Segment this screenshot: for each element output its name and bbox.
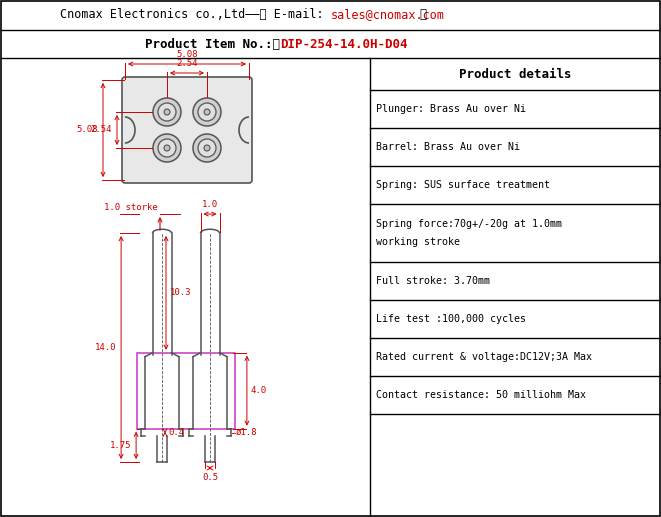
Text: 10.3: 10.3 xyxy=(170,288,192,297)
Text: Product Item No.:: Product Item No.: xyxy=(145,38,280,51)
Text: 0.5: 0.5 xyxy=(202,473,218,482)
Circle shape xyxy=(198,103,216,121)
Text: ø1.8: ø1.8 xyxy=(236,428,257,437)
Text: 2.54: 2.54 xyxy=(91,126,112,134)
Text: DIP-254-14.0H-D04: DIP-254-14.0H-D04 xyxy=(280,38,407,51)
Text: Cnomax Electronics co.,Ltd——（ E-mail:: Cnomax Electronics co.,Ltd——（ E-mail: xyxy=(60,8,331,22)
Text: Barrel: Brass Au over Ni: Barrel: Brass Au over Ni xyxy=(376,142,520,152)
Circle shape xyxy=(153,134,181,162)
Circle shape xyxy=(193,98,221,126)
Text: Rated current & voltage:DC12V;3A Max: Rated current & voltage:DC12V;3A Max xyxy=(376,352,592,362)
Circle shape xyxy=(204,109,210,115)
Text: 2.54: 2.54 xyxy=(176,59,198,68)
Circle shape xyxy=(158,103,176,121)
Circle shape xyxy=(193,134,221,162)
Bar xyxy=(137,353,235,429)
Text: 14.0: 14.0 xyxy=(95,343,116,352)
Text: Product details: Product details xyxy=(459,68,571,81)
Circle shape xyxy=(158,139,176,157)
Text: 0.4: 0.4 xyxy=(168,428,184,437)
Text: Spring: SUS surface treatment: Spring: SUS surface treatment xyxy=(376,180,550,190)
Text: Life test :100,000 cycles: Life test :100,000 cycles xyxy=(376,314,526,324)
Text: 5.08: 5.08 xyxy=(176,50,198,59)
Circle shape xyxy=(164,109,170,115)
Text: 1.0 storke: 1.0 storke xyxy=(104,203,158,212)
Text: Contact resistance: 50 milliohm Max: Contact resistance: 50 milliohm Max xyxy=(376,390,586,400)
Circle shape xyxy=(204,145,210,151)
Circle shape xyxy=(198,139,216,157)
Text: Full stroke: 3.70mm: Full stroke: 3.70mm xyxy=(376,276,490,286)
Text: 5.08: 5.08 xyxy=(77,126,98,134)
Text: ）: ） xyxy=(419,8,426,22)
Text: working stroke: working stroke xyxy=(376,237,460,247)
Circle shape xyxy=(153,98,181,126)
Text: 1.0: 1.0 xyxy=(202,200,218,209)
Text: Spring force:70g+/-20g at 1.0mm: Spring force:70g+/-20g at 1.0mm xyxy=(376,219,562,229)
Text: 1.75: 1.75 xyxy=(110,441,131,450)
Text: sales@cnomax.com: sales@cnomax.com xyxy=(331,8,445,22)
Text: 4.0: 4.0 xyxy=(251,386,267,396)
Text: Plunger: Brass Au over Ni: Plunger: Brass Au over Ni xyxy=(376,104,526,114)
Circle shape xyxy=(164,145,170,151)
FancyBboxPatch shape xyxy=(122,77,252,183)
